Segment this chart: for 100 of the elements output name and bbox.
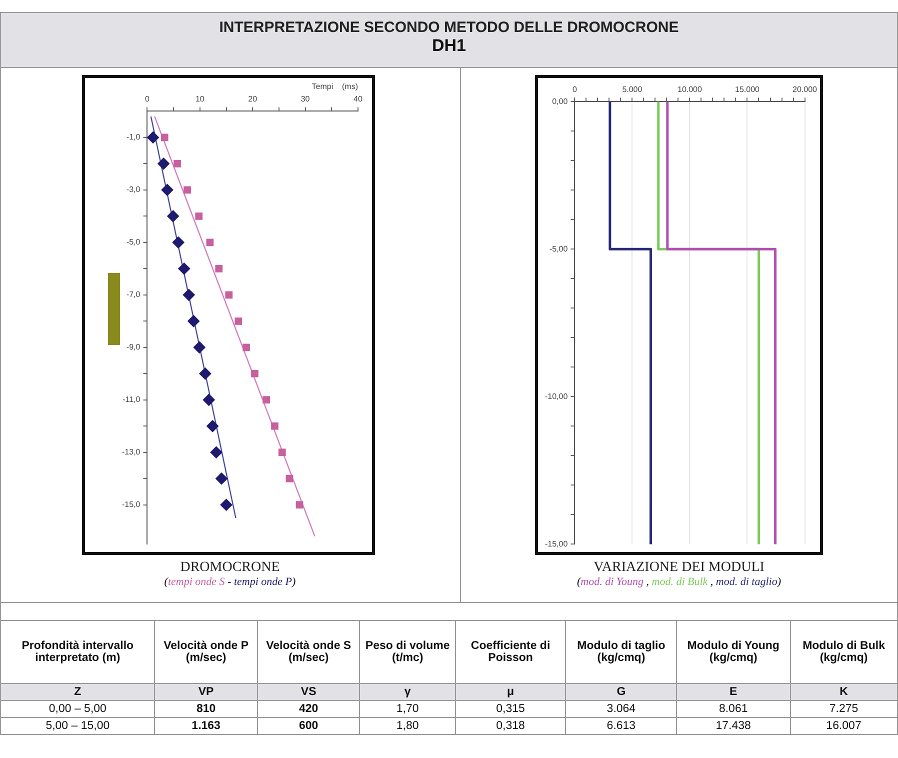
text: mod. di taglio [716,576,778,588]
text: 0,315 [455,700,566,718]
text: - [228,576,232,588]
text: 1,80 [360,718,456,734]
text: 6.613 [566,718,677,734]
text: VS [257,684,360,700]
y-tick-label: -11,0 [122,395,141,404]
text: Modulo di Young (kg/cmq) [676,620,790,684]
point [215,264,223,272]
text: ( [576,576,581,588]
x-tick-label: 15.000 [735,85,760,94]
text: tempi onde P [234,576,292,588]
point [278,448,286,456]
point [172,236,184,248]
point [220,498,232,511]
text: 1.163 [154,718,258,734]
point [160,134,168,142]
point [195,212,203,220]
point [206,238,214,246]
point [251,370,258,378]
text: 0,318 [455,718,566,734]
text: 17.438 [676,718,790,734]
text: Modulo di Bulk (kg/cmq) [790,620,898,684]
x-tick-label: 40 [354,94,363,104]
point [147,131,160,144]
text: Velocità onde P (m/sec) [154,620,258,684]
text: Velocità onde S (m/sec) [257,620,360,684]
x-tick-label: 20 [248,94,258,104]
text: E [676,684,790,700]
point [161,184,174,196]
point [216,472,228,485]
text: ) [777,576,782,588]
text: VARIAZIONE DEI MODULI [592,560,766,576]
text: G [566,684,677,700]
text: 8.061 [676,700,790,718]
y-tick-label: 0,00 [552,96,568,106]
text: μ [455,684,566,700]
text: 3.064 [566,700,677,718]
point [225,291,233,299]
text: 810 [154,700,258,718]
text: ( [164,576,168,588]
y-tick-label: -15,0 [122,500,141,510]
point [184,186,191,194]
point [182,288,195,301]
text: ) [292,576,296,588]
point [199,368,212,380]
text: K [790,684,898,700]
point [271,422,278,430]
point [174,160,181,168]
x-axis-title: Tempi (ms) [312,82,358,92]
x-tick-label: 20.000 [792,85,818,94]
point [178,262,190,275]
y-tick-label: -3,0 [126,185,141,194]
point [242,344,250,352]
point [296,501,304,509]
text: γ [360,684,456,700]
text: , [710,576,714,588]
y-tick-label: -5,0 [126,238,141,247]
point [234,317,242,325]
point [206,420,219,432]
point [193,341,206,354]
text: 0,00 – 5,00 [0,700,155,718]
text: mod. di Bulk [652,576,709,588]
text: Profondità intervallo interpretato (m) [0,620,155,684]
x-tick-label: 30 [300,94,310,104]
x-tick-label: 0 [145,94,150,104]
point [210,446,222,458]
text: DROMOCRONE [179,560,281,576]
point [158,158,170,170]
text: Coefficiente di Poisson [455,620,566,684]
y-tick-label: -13,0 [122,448,141,457]
y-tick-label: -7,0 [126,290,141,300]
y-tick-label: -15,00 [544,539,568,548]
y-tick-label: -5,00 [549,244,568,254]
x-tick-label: 5.000 [622,85,643,94]
text: DH1 [430,36,467,56]
text: mod. di Young [580,576,644,588]
point [188,315,200,328]
text: 7.275 [790,700,898,718]
point [167,210,180,222]
point [262,396,270,404]
y-tick-label: -10,00 [544,392,568,401]
text: VP [154,684,258,700]
text: 1,70 [360,700,456,718]
text: 16.007 [790,718,898,734]
y-tick-label: -9,0 [126,342,141,352]
text: , [646,576,649,588]
text: INTERPRETAZIONE SECONDO METODO DELLE DROMOCRONE [218,19,680,36]
y-tick-label: -1,0 [126,132,141,142]
text: Z [0,684,155,700]
text: 600 [257,718,360,734]
x-tick-label: 10.000 [677,85,703,94]
text: 5,00 – 15,00 [0,718,155,734]
text: Modulo di taglio (kg/cmq) [566,620,677,684]
text: Peso di volume (t/mc) [360,620,456,684]
x-tick-label: 10 [195,94,205,104]
text: 420 [257,700,360,718]
text: tempi onde S [168,576,226,588]
point [286,474,294,482]
point [202,394,215,406]
